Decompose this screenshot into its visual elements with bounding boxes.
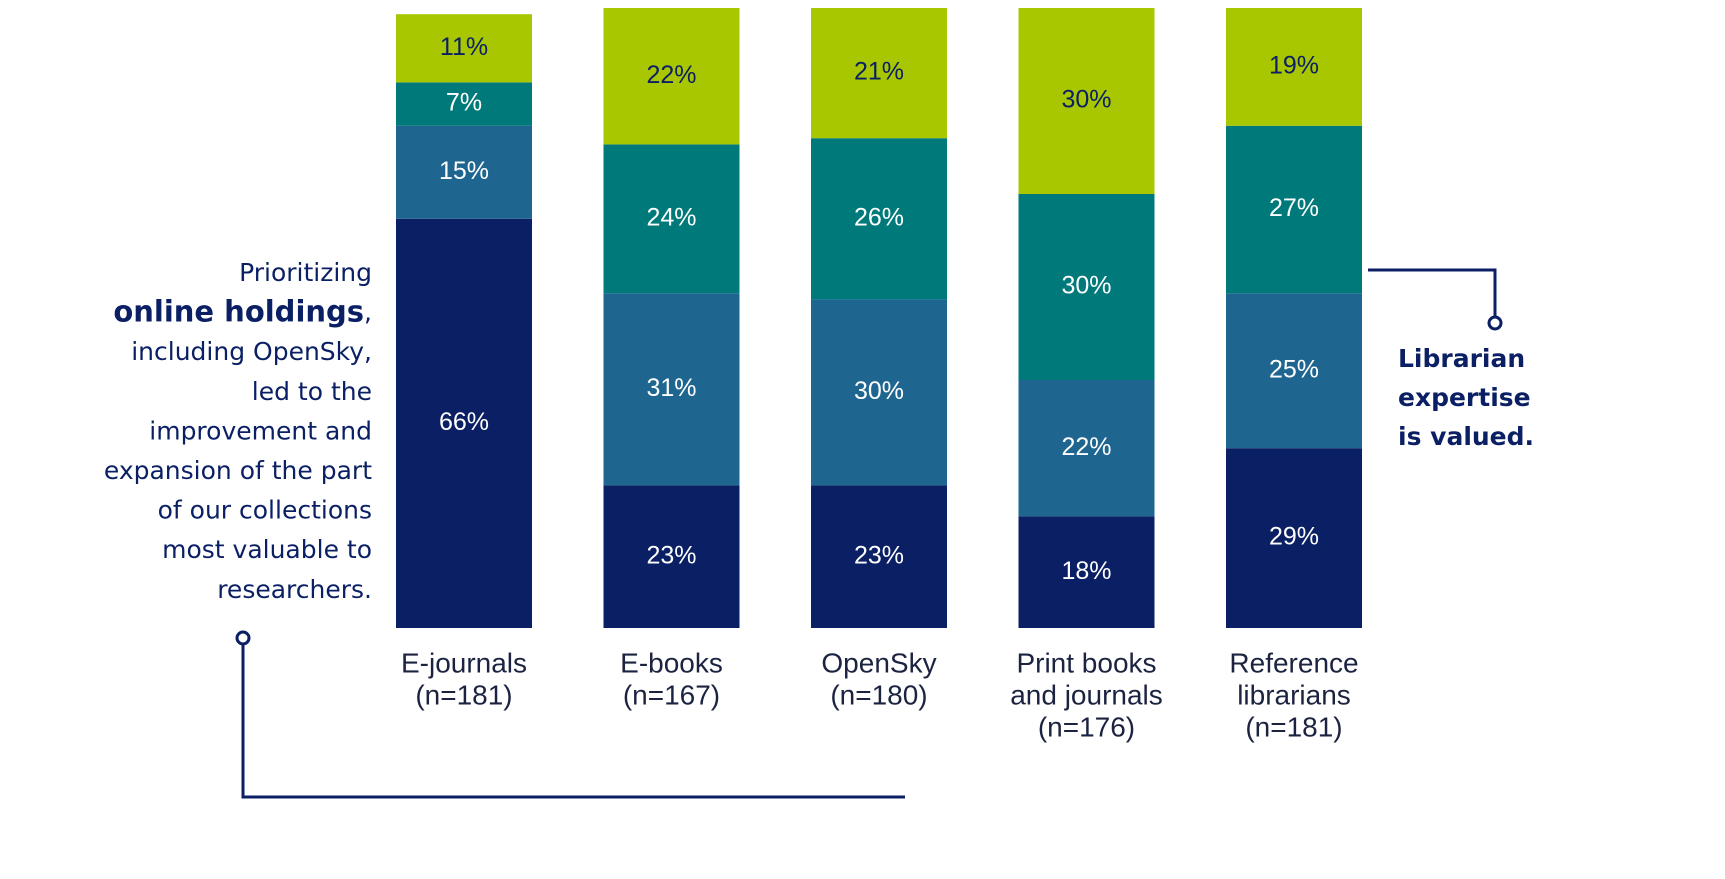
annotation-run: , [364,298,372,327]
value-label: 18% [1061,557,1111,585]
value-label: 29% [1269,523,1319,551]
bar-segment [1226,293,1362,449]
bar-segment [396,125,532,219]
bar-segment [603,8,740,145]
value-label: 15% [439,157,489,185]
annotation-line: led to the [252,377,372,406]
annotation-line: improvement and [149,416,372,445]
annotation-line: of our collections [158,496,372,525]
right-connector-dot [1487,315,1503,331]
bar-segment [396,82,532,126]
bar-segment [1226,8,1362,126]
x-tick-label: Reference [1229,647,1358,678]
left-connector [241,644,905,799]
annotation-line: researchers. [217,575,372,604]
annotation-line: Librarian [1398,344,1525,373]
x-tick-label: (n=176) [1038,711,1135,742]
value-label: 30% [854,377,904,405]
value-label: 23% [854,541,904,569]
annotation-run: online holdings [113,295,364,329]
x-tick-label: E-books [620,647,723,678]
annotation-line: including OpenSky, [131,337,372,366]
right-connector [1368,268,1497,317]
value-label: 21% [854,58,904,86]
value-label: 26% [854,203,904,231]
bar-segment [603,144,740,294]
annotation-line: expansion of the part [104,456,372,485]
annotation-line: most valuable to [162,535,372,564]
x-tick-label: (n=167) [623,679,720,710]
annotation-line: Prioritizing [239,258,372,287]
bar-segment [1018,194,1155,380]
connectors [235,268,1503,799]
x-tick-label: E-journals [401,647,527,678]
annotation-line: expertise [1398,383,1531,412]
bar-segment [811,8,947,139]
bar-segment [811,299,947,486]
value-label: 66% [439,408,489,436]
value-label: 25% [1269,355,1319,383]
value-label: 27% [1269,194,1319,222]
value-label: 31% [646,374,696,402]
annotation-line: is valued. [1398,422,1534,451]
value-label: 7% [446,89,482,117]
x-tick-label: librarians [1237,679,1351,710]
value-label: 19% [1269,52,1319,80]
bar-segment [1018,516,1155,628]
value-label: 23% [646,541,696,569]
bar-segment [603,293,740,486]
bar-segment [1018,8,1155,194]
value-label: 30% [1061,272,1111,300]
bar-segment [811,485,947,628]
x-tick-label: (n=180) [830,679,927,710]
x-tick-label: and journals [1010,679,1163,710]
bar-segment [1226,125,1362,294]
value-label: 11% [440,33,488,61]
left-connector-dot [235,630,251,646]
x-tick-label: (n=181) [415,679,512,710]
x-tick-label: OpenSky [821,647,936,678]
bar-segment [1226,448,1362,628]
bar-segment [396,218,532,629]
value-label: 30% [1061,86,1111,114]
annotation-line: online holdings, [113,295,372,329]
x-tick-label: (n=181) [1245,711,1342,742]
x-tick-label: Print books [1016,647,1156,678]
bar-segment [1018,380,1155,517]
bar-segment [811,138,947,300]
value-label: 24% [646,203,696,231]
bar-segment [396,14,532,83]
value-label: 22% [1061,433,1111,461]
value-label: 22% [646,61,696,89]
bar-segment [603,485,740,628]
